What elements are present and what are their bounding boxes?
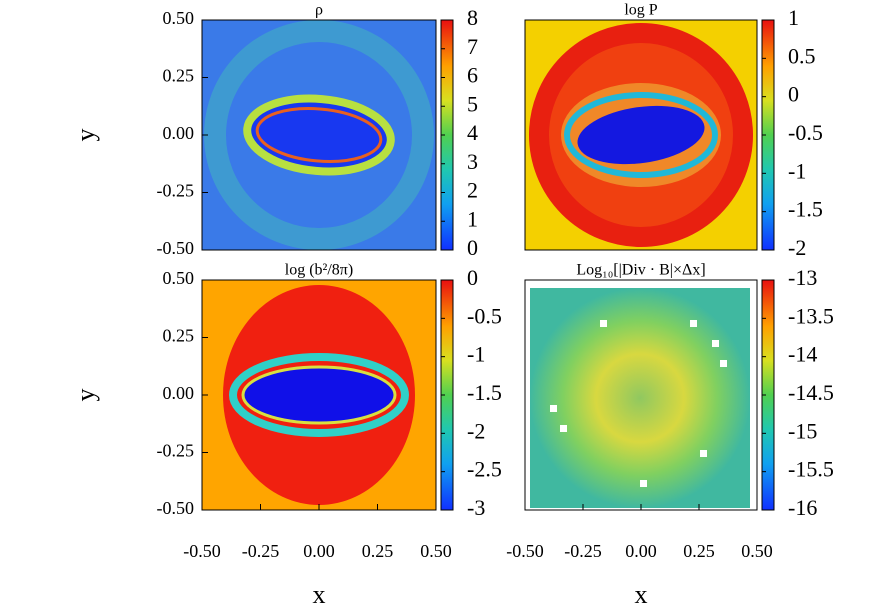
colorbar-tick-label: 6 — [467, 63, 478, 88]
colorbar-tick-label: -16 — [788, 495, 817, 520]
colorbar-tick-label: 1 — [467, 206, 478, 231]
y-tick-label: 0.25 — [163, 66, 195, 86]
y-tick-label: 0.50 — [163, 8, 195, 28]
colorbar-tick-label: -2 — [467, 418, 485, 443]
colorbar-tick-label: 2 — [467, 178, 478, 203]
colorbar-tick-label: 0.5 — [788, 43, 816, 68]
colorbar-tick-label: -0.5 — [788, 120, 823, 145]
x-tick-label: 0.50 — [741, 541, 773, 561]
x-tick-label: -0.25 — [242, 541, 280, 561]
colorbar-tick-label: -14 — [788, 342, 817, 367]
colorbar-tick-label: 4 — [467, 120, 478, 145]
y-tick-label: 0.00 — [163, 383, 195, 403]
x-axis-label: x — [313, 580, 326, 609]
colorbar-tick-label: -15 — [788, 418, 817, 443]
colorbar-tick-label: 3 — [467, 149, 478, 174]
y-tick-label: -0.50 — [157, 238, 195, 258]
panel-divb-image — [525, 280, 757, 510]
colorbar-tick-label: -14.5 — [788, 380, 834, 405]
colorbar-tick-label: -1.5 — [467, 380, 502, 405]
x-tick-label: 0.00 — [303, 541, 335, 561]
colorbar-tick-label: -1 — [467, 342, 485, 367]
panel-title: log (b²/8π) — [285, 262, 353, 279]
x-tick-label: 0.25 — [683, 541, 715, 561]
colorbar-tick-label: -2.5 — [467, 457, 502, 482]
panel-magnetic-image — [202, 280, 436, 510]
y-tick-label: -0.25 — [157, 181, 195, 201]
colorbar-tick-label: -15.5 — [788, 457, 834, 482]
panel-title: log P — [624, 2, 657, 19]
x-axis-label: x — [635, 580, 648, 609]
colorbar-tick-label: 0 — [467, 265, 478, 290]
panel-pressure-image — [525, 20, 757, 250]
colorbar-tick-label: 0 — [788, 82, 799, 107]
colorbar-tick-label: -3 — [467, 495, 485, 520]
y-tick-label: 0.00 — [163, 123, 195, 143]
colorbar-tick-label: 8 — [467, 5, 478, 30]
colorbar-tick-label: -1 — [788, 158, 806, 183]
colorbar-tick-label: -2 — [788, 235, 806, 260]
x-tick-label: 0.25 — [362, 541, 394, 561]
y-axis-label: y — [71, 129, 100, 142]
colorbar-tick-label: -0.5 — [467, 303, 502, 328]
y-axis-label: y — [71, 389, 100, 402]
panel-title: Log₁₀[|Div · B|×Δx] — [576, 262, 705, 279]
panel-title: ρ — [315, 2, 323, 19]
y-tick-label: -0.50 — [157, 498, 195, 518]
y-tick-label: 0.50 — [163, 268, 195, 288]
x-tick-label: -0.25 — [564, 541, 602, 561]
colorbar-tick-label: -13.5 — [788, 303, 834, 328]
y-tick-label: -0.25 — [157, 441, 195, 461]
colorbar-tick-label: -1.5 — [788, 197, 823, 222]
x-tick-label: -0.50 — [183, 541, 221, 561]
y-tick-label: 0.25 — [163, 326, 195, 346]
x-tick-label: -0.50 — [506, 541, 544, 561]
plot-frame — [524, 19, 758, 251]
colorbar-tick-label: 0 — [467, 235, 478, 260]
colorbar-tick-label: 7 — [467, 34, 478, 59]
x-tick-label: 0.00 — [625, 541, 657, 561]
colorbar-tick-label: 1 — [788, 5, 799, 30]
colorbar-tick-label: -13 — [788, 265, 817, 290]
colorbar-tick-label: 5 — [467, 91, 478, 116]
x-tick-label: 0.50 — [420, 541, 452, 561]
panel-rho-image — [202, 20, 436, 250]
